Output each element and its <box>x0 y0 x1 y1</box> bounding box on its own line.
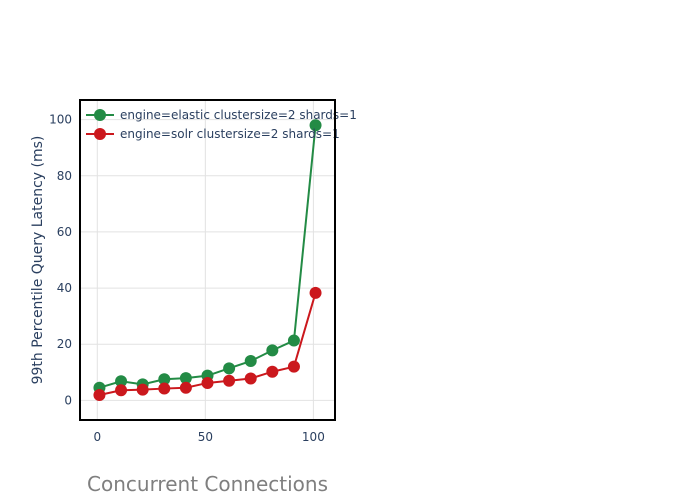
data-point <box>179 381 192 394</box>
legend: engine=elastic clustersize=2 shards=1 eng… <box>86 108 357 141</box>
data-point <box>266 344 279 357</box>
data-point <box>266 365 279 378</box>
data-point <box>136 383 149 396</box>
legend-swatch-marker <box>94 109 106 121</box>
data-point <box>244 372 257 385</box>
data-point <box>287 334 300 347</box>
data-point <box>287 360 300 373</box>
data-point <box>158 382 171 395</box>
y-tick-label: 0 <box>64 393 72 407</box>
data-point <box>223 374 236 387</box>
y-tick-label: 20 <box>57 337 72 351</box>
y-axis-title: 99th Percentile Query Latency (ms) <box>30 136 46 385</box>
data-point <box>179 372 192 385</box>
series-1 <box>93 286 322 402</box>
data-point <box>115 375 128 388</box>
series-layer <box>93 119 322 402</box>
data-point <box>201 376 214 389</box>
legend-label: engine=solr clustersize=2 shards=1 <box>120 127 340 141</box>
data-point <box>93 389 106 402</box>
legend-item[interactable]: engine=elastic clustersize=2 shards=1 <box>86 108 357 122</box>
legend-label: engine=elastic clustersize=2 shards=1 <box>120 108 357 122</box>
y-tick-label: 40 <box>57 281 72 295</box>
x-axis-title: Concurrent Connections <box>87 472 328 496</box>
x-tick-label: 100 <box>302 430 325 444</box>
y-tick-label: 60 <box>57 225 72 239</box>
data-point <box>244 355 257 368</box>
x-tick-label: 0 <box>93 430 101 444</box>
data-point <box>309 286 322 299</box>
data-point <box>223 362 236 375</box>
data-point <box>115 384 128 397</box>
plot-frame <box>79 99 336 421</box>
series-0 <box>93 119 322 394</box>
tick-labels: 0 50 100 0 20 40 60 80 100 <box>49 113 325 444</box>
data-point <box>158 373 171 386</box>
legend-item[interactable]: engine=solr clustersize=2 shards=1 <box>86 127 340 141</box>
y-tick-label: 100 <box>49 113 72 127</box>
x-tick-label: 50 <box>198 430 213 444</box>
legend-swatch-marker <box>94 128 106 140</box>
data-point <box>309 119 322 132</box>
y-tick-label: 80 <box>57 169 72 183</box>
series-line <box>99 125 317 389</box>
